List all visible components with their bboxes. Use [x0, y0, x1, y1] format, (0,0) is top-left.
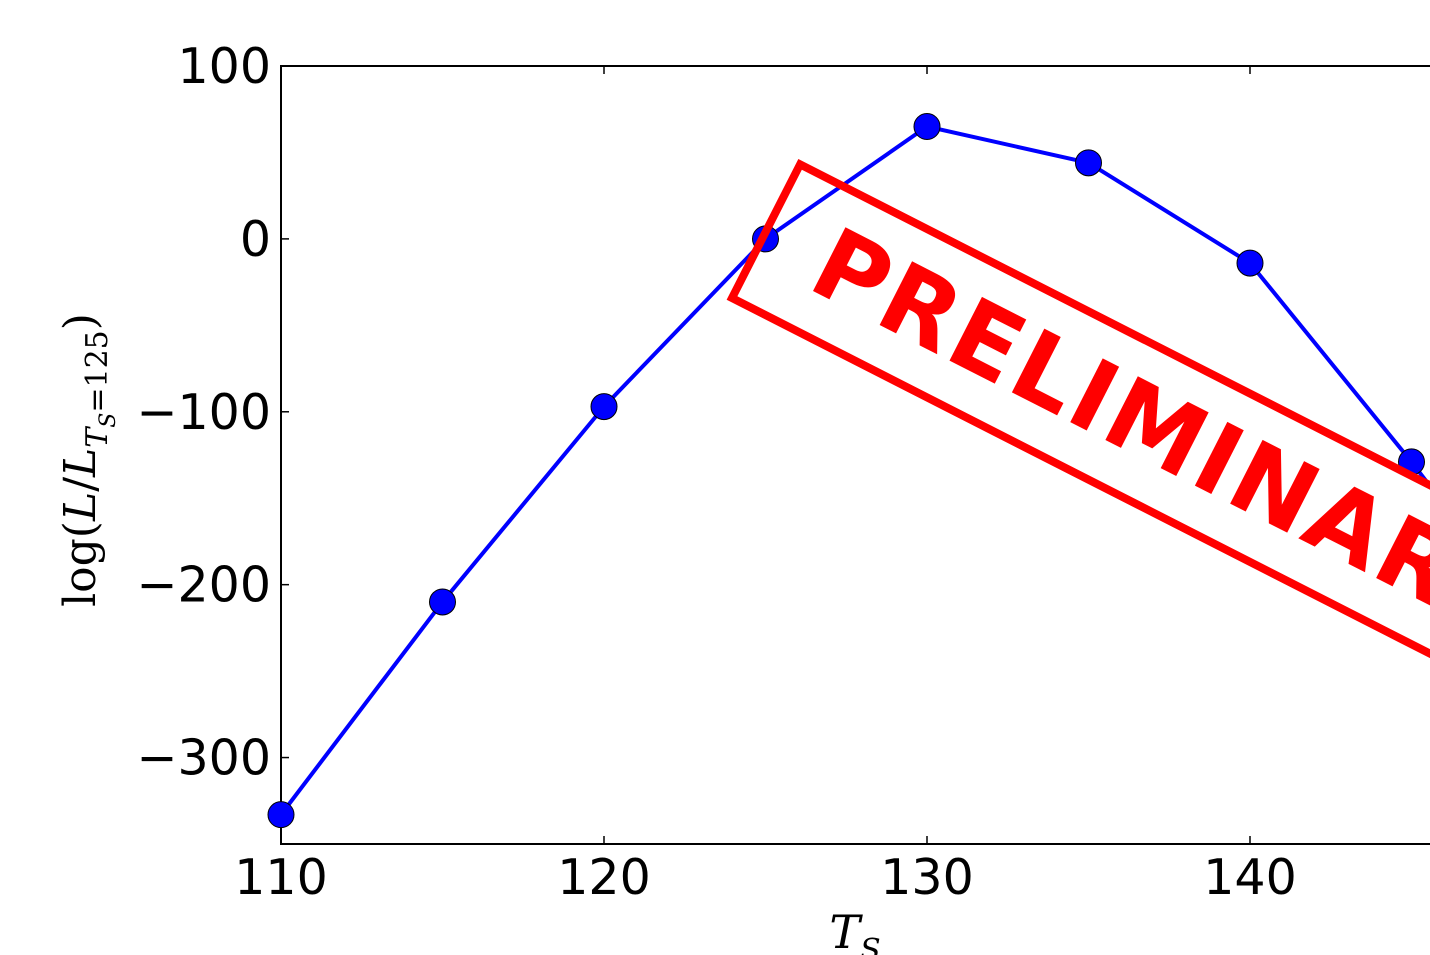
x-tick-label: 110: [234, 849, 328, 906]
y-tick-label: 0: [240, 211, 271, 268]
watermark-frame: [726, 158, 1430, 703]
data-point: [590, 393, 618, 421]
data-point: [429, 588, 456, 616]
x-tick-label: 120: [557, 849, 651, 906]
x-axis-label: TS: [829, 905, 880, 955]
svg-text:log(L/LTS=125): log(L/LTS=125): [55, 313, 121, 607]
data-point: [267, 801, 295, 829]
data-point: [913, 113, 941, 141]
y-axis-label: log(L/LTS=125): [55, 313, 121, 607]
preliminary-watermark: PRELIMINARY: [726, 158, 1430, 703]
x-tick-label: 130: [880, 849, 974, 906]
y-tick-label: −200: [136, 557, 271, 614]
data-point: [1236, 249, 1264, 277]
y-tick-label: −100: [136, 384, 271, 441]
y-tick-label: −300: [136, 730, 271, 787]
y-tick-label: 100: [177, 38, 271, 95]
svg-text:TS: TS: [829, 905, 880, 955]
data-point: [1075, 149, 1102, 177]
x-tick-label: 140: [1203, 849, 1297, 906]
